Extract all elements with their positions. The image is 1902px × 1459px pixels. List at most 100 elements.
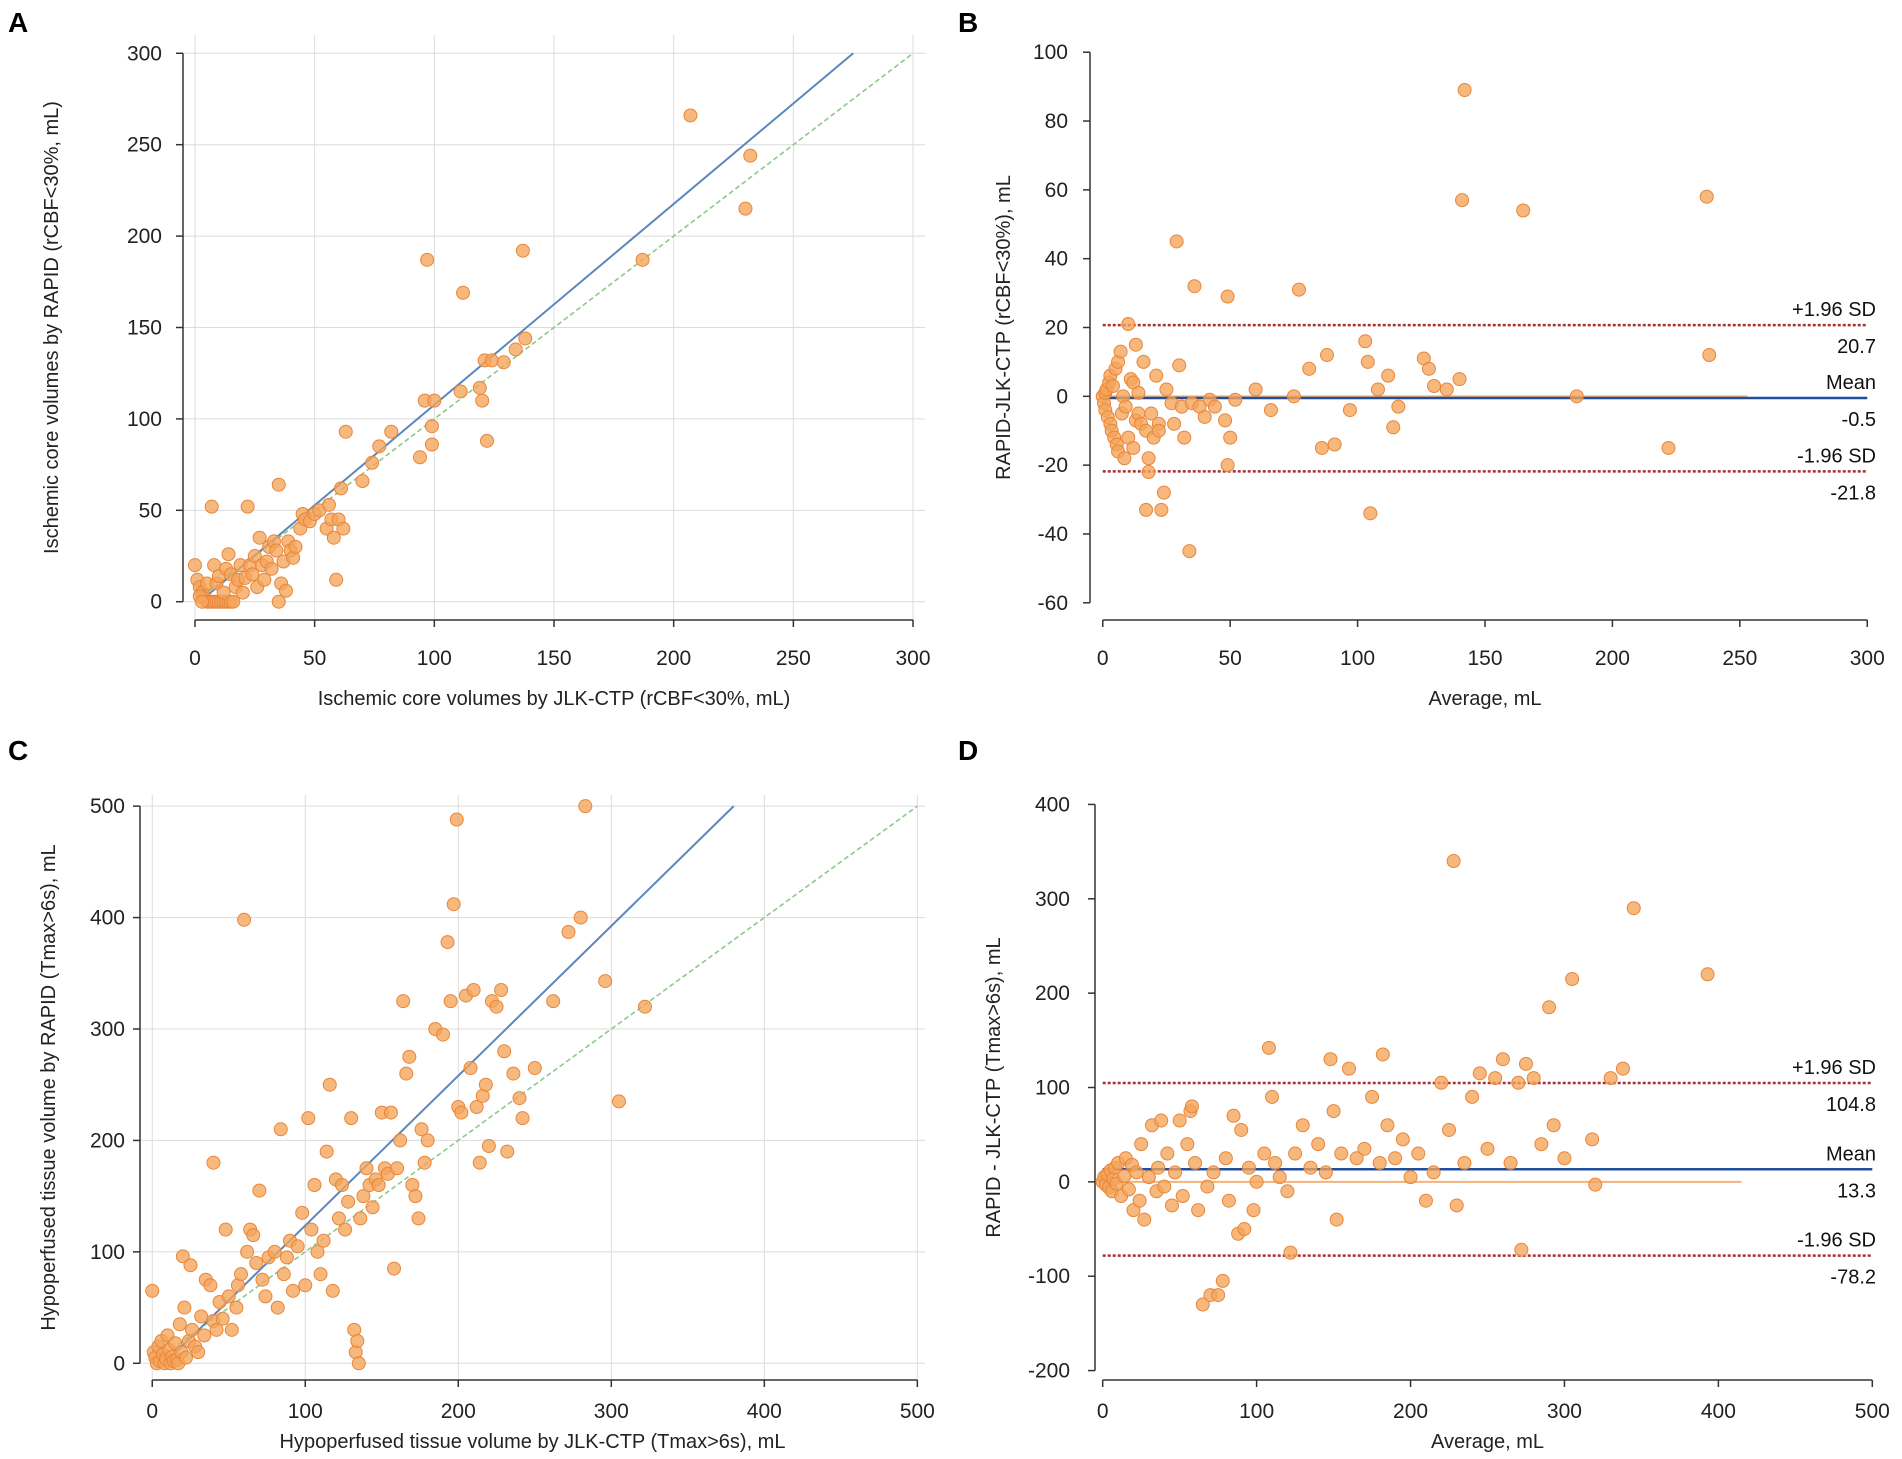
- data-point: [313, 1267, 328, 1282]
- data-point: [319, 1144, 334, 1159]
- data-point: [1442, 1122, 1457, 1137]
- data-point: [1187, 279, 1202, 294]
- data-point: [246, 1228, 261, 1243]
- data-point: [1349, 1151, 1364, 1166]
- y-tick-label: 250: [127, 134, 162, 157]
- data-point: [240, 1244, 255, 1259]
- data-point: [561, 925, 576, 940]
- data-point: [508, 342, 523, 357]
- data-point: [1457, 1155, 1472, 1170]
- data-point: [1295, 1118, 1310, 1133]
- data-point: [252, 530, 267, 545]
- data-point: [1358, 334, 1373, 349]
- data-point: [1154, 1113, 1169, 1128]
- panel-d-chart: D 0 100 200 300 400 500 -200 -100 0 100 200 300 400 Av…: [958, 735, 1890, 1453]
- data-point: [1151, 1160, 1166, 1175]
- data-point: [355, 474, 370, 489]
- data-point: [1542, 1000, 1557, 1015]
- x-axis-title: Average, mL: [1428, 688, 1541, 710]
- data-point: [1357, 1141, 1372, 1156]
- data-point: [1180, 1137, 1195, 1152]
- data-point: [1557, 1151, 1572, 1166]
- data-point: [1129, 1165, 1144, 1180]
- data-point: [257, 572, 272, 587]
- data-point: [1246, 1203, 1261, 1218]
- data-point: [384, 424, 399, 439]
- data-point: [331, 1211, 346, 1226]
- data-point: [1223, 430, 1238, 445]
- data-point: [1156, 485, 1171, 500]
- data-point: [273, 1122, 288, 1137]
- y-axis-title: Hypoperfused tissue volume by RAPID (Tma…: [38, 844, 60, 1330]
- data-point: [258, 1289, 273, 1304]
- data-point: [1184, 1099, 1199, 1114]
- data-point: [1121, 317, 1136, 332]
- data-point: [1585, 1132, 1600, 1147]
- data-point: [1418, 1193, 1433, 1208]
- data-point: [598, 974, 613, 989]
- data-point: [1206, 1165, 1221, 1180]
- data-point: [1117, 451, 1132, 466]
- data-point: [1372, 1155, 1387, 1170]
- data-point: [1234, 1122, 1249, 1137]
- data-point: [221, 547, 236, 562]
- data-point: [1172, 1113, 1187, 1128]
- data-point: [224, 1322, 239, 1337]
- data-point: [1144, 406, 1159, 421]
- data-point: [1141, 1170, 1156, 1185]
- data-point: [1131, 385, 1146, 400]
- x-tick-label: 0: [1097, 647, 1109, 670]
- y-tick-label: 150: [127, 317, 162, 340]
- data-point: [1164, 1198, 1179, 1213]
- data-point: [1526, 1071, 1541, 1086]
- y-tick-label: -60: [1038, 592, 1068, 615]
- data-point: [1283, 1245, 1298, 1260]
- data-point: [322, 1077, 337, 1092]
- data-point: [194, 1309, 209, 1324]
- data-point: [270, 1300, 285, 1315]
- data-point: [1363, 506, 1378, 521]
- x-tick-label: 100: [417, 647, 452, 670]
- data-point: [1126, 440, 1141, 455]
- data-point: [1141, 451, 1156, 466]
- data-point: [1151, 423, 1166, 438]
- data-point: [1268, 1155, 1283, 1170]
- data-point: [356, 1189, 371, 1204]
- data-point: [1220, 458, 1235, 473]
- data-point: [1177, 430, 1192, 445]
- data-point: [1534, 1137, 1549, 1152]
- data-point: [390, 1161, 405, 1176]
- data-point: [206, 1155, 221, 1170]
- data-point: [252, 1183, 267, 1198]
- y-tick-label: 300: [1035, 888, 1070, 911]
- panel-letter: C: [8, 735, 28, 766]
- panel-a-chart: A 0 50 100 150 200 250 300 0 50 100 150 200 250 300 Isc…: [8, 7, 931, 710]
- data-point: [249, 1256, 264, 1270]
- data-point: [341, 1194, 356, 1209]
- data-point: [393, 1133, 408, 1148]
- data-point: [1391, 399, 1406, 414]
- y-tick-label: 100: [127, 408, 162, 431]
- data-point: [197, 1328, 212, 1343]
- y-tick-label: 0: [150, 591, 162, 614]
- data-point: [443, 994, 458, 1009]
- data-point: [1113, 344, 1128, 359]
- data-point: [497, 1044, 512, 1059]
- data-point: [1197, 409, 1212, 424]
- data-point: [1121, 1182, 1136, 1197]
- data-point: [1286, 389, 1301, 404]
- data-point: [185, 1322, 200, 1337]
- data-point: [255, 1272, 270, 1287]
- data-point: [1261, 1040, 1276, 1055]
- data-point: [383, 1105, 398, 1120]
- mean-value: 13.3: [1837, 1180, 1876, 1202]
- data-point: [1320, 348, 1334, 363]
- x-tick-label: 300: [594, 1400, 629, 1423]
- data-point: [424, 419, 439, 434]
- data-point: [1439, 382, 1454, 397]
- y-tick-label: 80: [1045, 110, 1068, 133]
- data-point: [1386, 420, 1401, 435]
- data-point: [235, 585, 250, 600]
- x-tick-label: 250: [776, 647, 811, 670]
- data-point: [177, 1300, 192, 1315]
